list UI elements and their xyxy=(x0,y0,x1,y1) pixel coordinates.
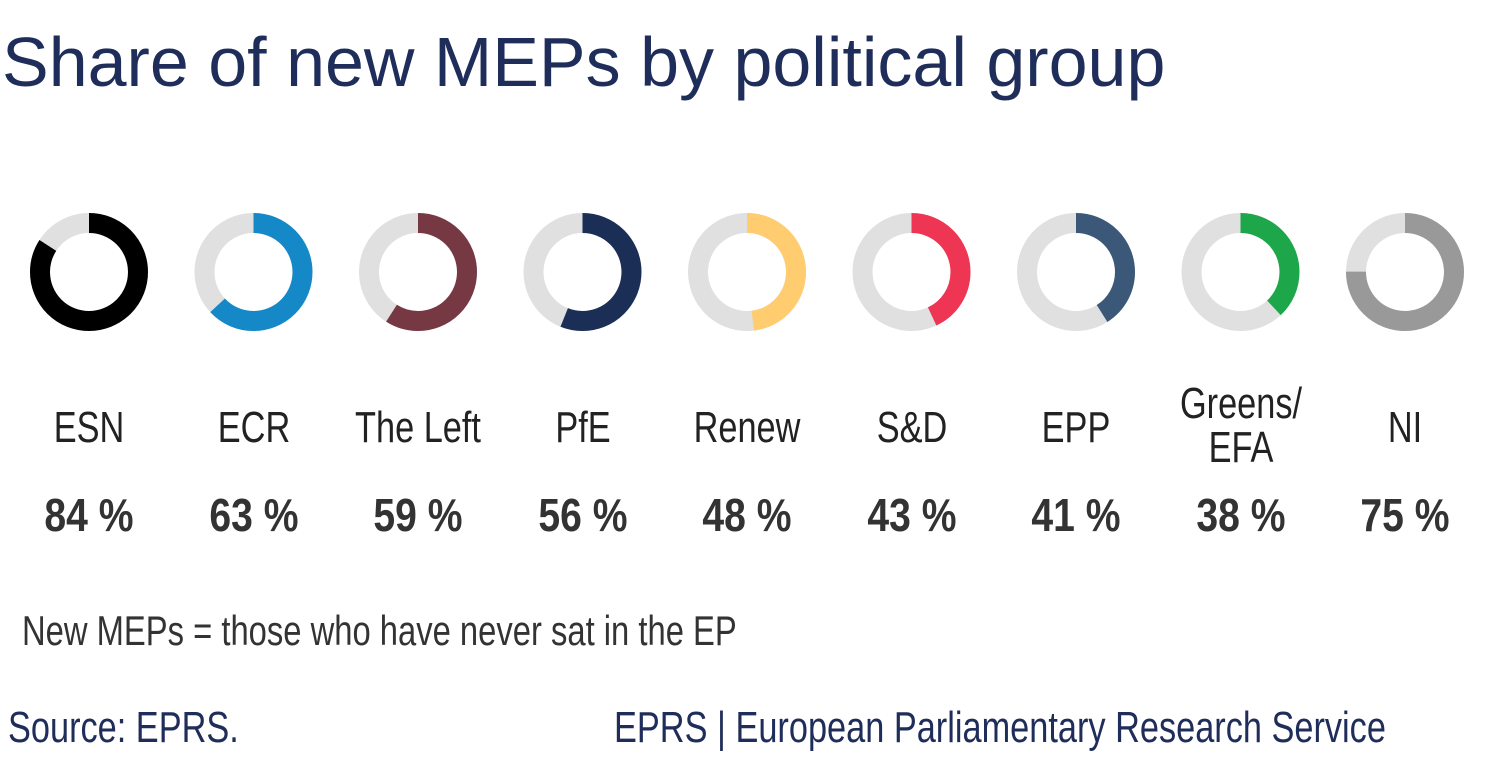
value-label: 43 % xyxy=(866,489,957,541)
donut-segment xyxy=(30,213,148,331)
donut-segment xyxy=(688,213,806,331)
donut-segment xyxy=(1346,213,1464,331)
donut-1 xyxy=(194,213,313,331)
category-label: The Left xyxy=(355,403,481,452)
value-label: 63 % xyxy=(208,489,299,541)
value-label: 84 % xyxy=(44,489,134,541)
donut-5 xyxy=(852,213,971,331)
category-label: ESN xyxy=(53,403,125,452)
donut-3 xyxy=(523,213,642,331)
value-label: 41 % xyxy=(1031,489,1121,541)
chart-title: Share of new MEPs by political group xyxy=(2,23,1166,101)
category-label: Renew xyxy=(693,403,801,452)
donut-segment xyxy=(1017,213,1135,331)
donut-segment xyxy=(1181,213,1300,331)
donut-segment xyxy=(852,213,971,331)
category-label: EPP xyxy=(1041,403,1111,452)
value-label: 48 % xyxy=(702,489,792,541)
donut-segment xyxy=(359,213,477,331)
source: Source: EPRS. xyxy=(8,703,239,752)
value-label: 38 % xyxy=(1195,489,1286,541)
donut-segment xyxy=(523,213,642,331)
donut-charts xyxy=(30,213,1464,331)
donut-2 xyxy=(359,213,477,331)
donut-7 xyxy=(1181,213,1300,331)
donut-6 xyxy=(1017,213,1135,331)
value-label: 56 % xyxy=(537,489,628,541)
category-label: Greens/EFA xyxy=(1179,379,1302,472)
organization: EPRS | European Parliamentary Research S… xyxy=(614,703,1386,752)
footnote: New MEPs = those who have never sat in t… xyxy=(22,607,737,654)
donut-0 xyxy=(30,213,148,331)
donut-4 xyxy=(688,213,806,331)
category-label: NI xyxy=(1387,403,1423,452)
value-label: 59 % xyxy=(373,489,463,541)
donut-segment xyxy=(194,213,313,331)
value-label: 75 % xyxy=(1360,489,1450,541)
donut-8 xyxy=(1346,213,1464,331)
category-label: S&D xyxy=(876,403,947,452)
category-label: ECR xyxy=(217,403,290,452)
category-label: PfE xyxy=(554,403,611,452)
